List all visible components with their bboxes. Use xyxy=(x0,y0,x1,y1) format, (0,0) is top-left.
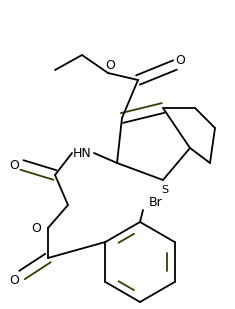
Text: O: O xyxy=(175,53,185,66)
Text: HN: HN xyxy=(73,146,91,159)
Text: S: S xyxy=(161,185,168,195)
Text: Br: Br xyxy=(149,196,163,209)
Text: O: O xyxy=(9,159,19,171)
Text: O: O xyxy=(105,58,115,71)
Text: O: O xyxy=(9,273,19,286)
Text: O: O xyxy=(31,222,41,235)
